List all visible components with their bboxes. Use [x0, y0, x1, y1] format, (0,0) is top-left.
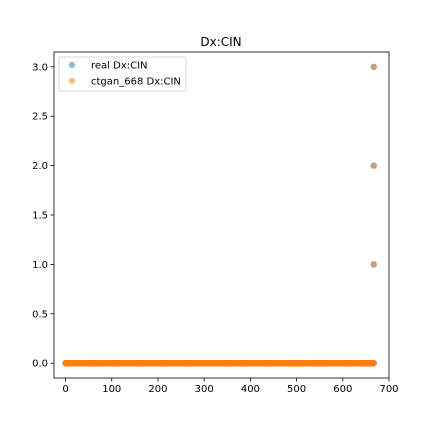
- data-points: [62, 63, 377, 367]
- x-tick-label: 100: [102, 384, 121, 395]
- data-point-overlay: [370, 261, 377, 268]
- x-tick-label: 500: [287, 384, 306, 395]
- legend-marker-ctgan: [68, 77, 76, 85]
- series-0: [62, 63, 377, 367]
- legend: real Dx:CIN ctgan_668 Dx:CIN: [58, 56, 187, 92]
- series-1: [62, 359, 377, 367]
- x-tick-label: 300: [195, 384, 214, 395]
- legend-marker-real: [68, 61, 76, 69]
- data-point-overlay: [370, 162, 377, 169]
- legend-label-ctgan: ctgan_668 Dx:CIN: [91, 77, 181, 88]
- y-tick-label: 1.5: [32, 211, 48, 222]
- chart-title: Dx:CIN: [200, 35, 241, 49]
- x-tick-label: 700: [379, 384, 398, 395]
- y-tick-label: 2.5: [32, 112, 48, 123]
- x-tick-label: 400: [241, 384, 260, 395]
- legend-box: [58, 56, 187, 92]
- legend-label-real: real Dx:CIN: [91, 61, 148, 72]
- x-tick-label: 0: [62, 384, 68, 395]
- y-tick-label: 3.0: [32, 62, 48, 73]
- plot-frame: [53, 51, 390, 379]
- x-tick-label: 200: [148, 384, 167, 395]
- y-axis: 0.0 0.5 1.0 1.5 2.0 2.5 3.0: [32, 62, 54, 370]
- y-tick-label: 1.0: [32, 260, 48, 271]
- data-point: [370, 359, 377, 367]
- x-tick-label: 600: [333, 384, 352, 395]
- x-axis: 0 100 200 300 400 500 600 700: [62, 378, 399, 395]
- y-tick-label: 0.0: [32, 359, 48, 370]
- y-tick-label: 2.0: [32, 161, 48, 172]
- data-point-overlay: [370, 63, 377, 71]
- y-tick-label: 0.5: [32, 309, 48, 320]
